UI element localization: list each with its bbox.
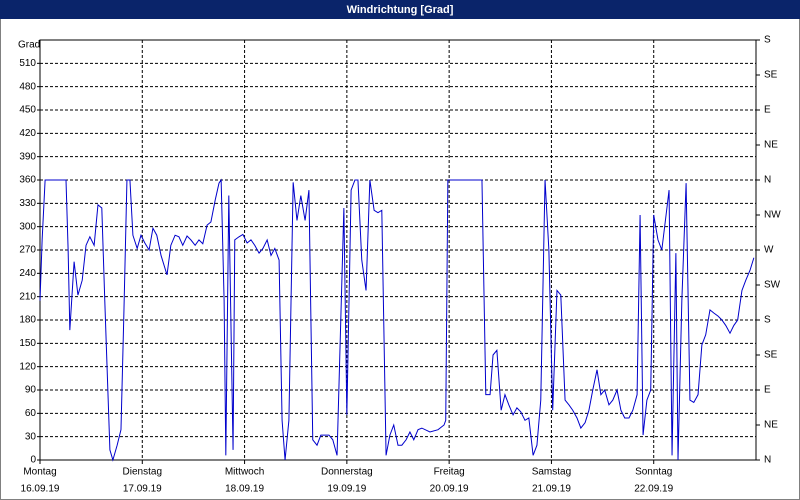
y-tick-label: 330 [19,198,36,209]
y2-tick-label: S [764,35,771,46]
x-tick-date: 18.09.19 [225,484,264,495]
y-tick-label: 420 [19,128,36,139]
x-tick-date: 21.09.19 [532,484,571,495]
x-tick-date: 22.09.19 [634,484,673,495]
y-tick-label: 270 [19,245,36,256]
y2-tick-label: E [764,385,771,396]
x-tick-date: 20.09.19 [430,484,469,495]
y-tick-label: 360 [19,175,36,186]
x-tick-label: Samstag [532,467,571,478]
x-tick-label: Mittwoch [225,467,264,478]
y-tick-label: 300 [19,221,36,232]
x-tick-label: Montag [23,467,56,478]
x-tick-label: Freitag [434,467,465,478]
x-tick-label: Dienstag [123,467,162,478]
y2-tick-label: NW [764,210,781,221]
y-tick-label: 90 [25,385,37,396]
y2-tick-label: SE [764,70,778,81]
y2-tick-label: N [764,175,771,186]
y-axis-label: Grad [18,40,40,51]
x-tick-date: 19.09.19 [327,484,366,495]
y2-tick-label: W [764,245,774,256]
y-tick-label: 120 [19,361,36,372]
y2-tick-label: NE [764,140,778,151]
y-tick-label: 510 [19,58,36,69]
y2-tick-label: E [764,105,771,116]
y-tick-label: 0 [30,455,36,466]
x-tick-date: 16.09.19 [21,484,60,495]
y-tick-label: 390 [19,151,36,162]
y-tick-label: 30 [25,431,37,442]
y2-tick-label: SE [764,350,778,361]
y-tick-label: 450 [19,105,36,116]
x-tick-label: Sonntag [635,467,672,478]
chart-title: Windrichtung [Grad] [347,4,454,16]
x-tick-date: 17.09.19 [123,484,162,495]
y-tick-label: 480 [19,81,36,92]
y-tick-label: 210 [19,291,36,302]
y-tick-label: 60 [25,408,37,419]
y-tick-label: 180 [19,315,36,326]
y-tick-label: 150 [19,338,36,349]
y2-tick-label: S [764,315,771,326]
y2-tick-label: N [764,455,771,466]
data-line [39,178,755,462]
y2-tick-label: SW [764,280,781,291]
y-tick-label: 240 [19,268,36,279]
title-bar [0,0,800,19]
x-tick-label: Donnerstag [321,467,373,478]
y2-tick-label: NE [764,420,778,431]
